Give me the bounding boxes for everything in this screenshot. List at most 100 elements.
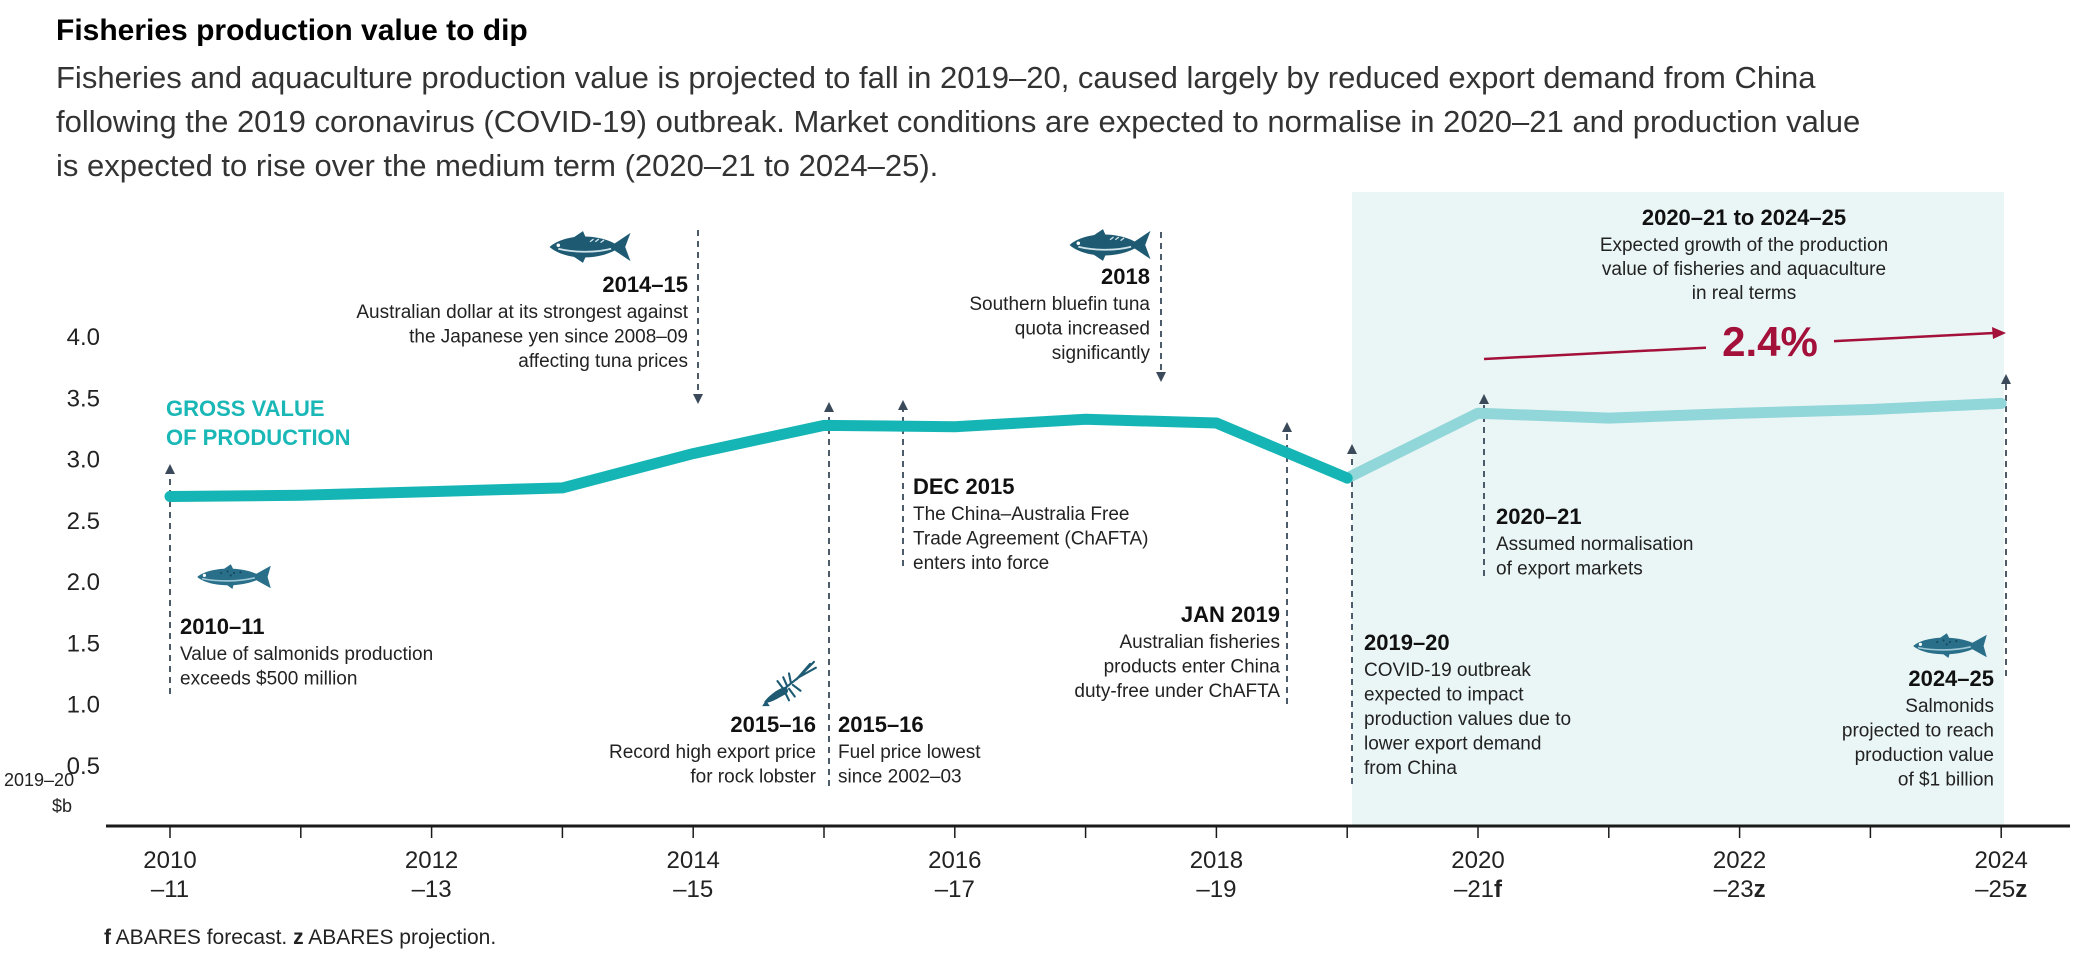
y-axis-unit-line-2: $b (52, 796, 72, 816)
x-axis: 2010–112012–132014–152016–172018–192020–… (106, 824, 2070, 903)
annotation-text: Southern bluefin tuna (969, 294, 1150, 315)
y-tick-label: 1.5 (67, 630, 100, 657)
annotation-text: quota increased (1015, 319, 1150, 340)
x-tick-label-top: 2016 (928, 847, 981, 874)
growth-arrow-head (1992, 327, 2006, 339)
salmon-icon (196, 563, 272, 590)
annotation-a2015lob: 2015–16 Record high export price for rock … (609, 712, 817, 788)
annotation-heading: 2020–21 (1496, 504, 1582, 529)
series-point (1214, 420, 1219, 425)
annotation-text: Australian dollar at its strongest again… (356, 302, 688, 323)
annotation-heading: 2014–15 (602, 272, 688, 297)
series-lines (164, 397, 2007, 502)
series-point (298, 493, 303, 498)
series-point (1476, 411, 1480, 416)
annotation-text: significantly (1052, 343, 1151, 364)
growth-text-2: value of fisheries and aquaculture (1602, 259, 1886, 280)
series-line-actual (164, 413, 1353, 502)
tuna-icon (1068, 228, 1152, 262)
leader-arrowhead (1479, 394, 1489, 404)
annotation-a2020: 2020–21 Assumed normalisation of export ma… (1496, 504, 1693, 580)
x-tick-label-bottom: –21f (1454, 876, 1503, 903)
leader-arrowhead (165, 464, 175, 474)
annotation-heading: JAN 2019 (1181, 602, 1280, 627)
annotation-text: of $1 billion (1898, 770, 1994, 791)
y-tick-label: 3.5 (67, 385, 100, 412)
series-point (1999, 401, 2004, 406)
series-label-line-1: GROSS VALUE (166, 396, 325, 421)
series-point (560, 485, 565, 490)
annotation-text: production values due to (1364, 709, 1571, 730)
annotation-leaders (165, 230, 2011, 786)
annotation-heading: 2024–25 (1908, 666, 1994, 691)
annotation-a2019: 2019–20 COVID-19 outbreak expected to impa… (1364, 630, 1571, 779)
annotation-text: of export markets (1496, 559, 1643, 580)
annotation-heading: DEC 2015 (913, 474, 1015, 499)
annotation-text: enters into force (913, 553, 1049, 574)
footnote-letter-z: z (293, 926, 304, 949)
annotation-a2018: 2018 Southern bluefin tuna quota increased… (969, 264, 1150, 364)
x-tick-label-bottom: –17 (935, 876, 975, 903)
annotation-text: products enter China (1104, 657, 1281, 678)
annotation-a2014: 2014–15 Australian dollar at its stronges… (356, 272, 688, 372)
y-tick-label: 3.0 (67, 447, 100, 474)
growth-value: 2.4% (1722, 318, 1818, 365)
annotation-text: Assumed normalisation (1496, 534, 1693, 555)
annotation-a2024: 2024–25 Salmonids projected to reach produc… (1842, 666, 1994, 791)
x-tick-label-bottom: –15 (673, 876, 713, 903)
series-label-line-2: OF PRODUCTION (166, 425, 351, 450)
x-tick-label-bottom: –23z (1714, 876, 1766, 903)
annotation-adec2015: DEC 2015 The China–Australia Free Trade Ag… (913, 474, 1148, 574)
x-tick-label-top: 2020 (1451, 847, 1504, 874)
series-point (1606, 416, 1611, 421)
x-tick-label-bottom: –19 (1196, 876, 1236, 903)
x-tick-label-top: 2014 (667, 847, 720, 874)
series-point (168, 494, 172, 499)
growth-text-1: Expected growth of the production (1600, 235, 1888, 256)
y-tick-label: 2.0 (67, 569, 100, 596)
annotation-text: Salmonids (1905, 696, 1994, 717)
annotation-heading: 2010–11 (180, 614, 264, 639)
series-point (1345, 476, 1350, 481)
leader-arrowhead (2001, 374, 2011, 384)
annotation-text: exceeds $500 million (180, 669, 357, 690)
subtitle-line-2: following the 2019 coronavirus (COVID-19… (56, 104, 1860, 139)
annotation-a2010: 2010–11 Value of salmonids production exce… (180, 614, 433, 690)
series-point (1083, 417, 1088, 422)
annotation-ajan2019: JAN 2019 Australian fisheries products ent… (1074, 602, 1280, 702)
y-tick-label: 1.0 (67, 692, 100, 719)
leader-arrowhead (1347, 444, 1357, 454)
annotation-heading: 2015–16 (730, 712, 816, 737)
y-axis-unit-line-1: 2019–20 (4, 770, 74, 790)
y-tick-label: 4.0 (67, 324, 100, 351)
annotation-text: production value (1855, 745, 1994, 766)
x-tick-label-bottom: –13 (412, 876, 452, 903)
annotation-text: from China (1364, 758, 1457, 779)
y-tick-label: 0.5 (67, 753, 100, 780)
x-tick-label-top: 2010 (143, 847, 196, 874)
x-tick-label-bottom: –11 (151, 876, 189, 903)
x-tick-label-top: 2024 (1975, 847, 2028, 874)
annotation-text: Trade Agreement (ChAFTA) (913, 529, 1148, 550)
growth-text-3: in real terms (1692, 283, 1797, 304)
annotation-text: Value of salmonids production (180, 644, 433, 665)
footnote-text-z: ABARES projection. (304, 926, 497, 949)
footnote: f ABARES forecast. z ABARES projection. (104, 926, 496, 949)
growth-heading: 2020–21 to 2024–25 (1642, 205, 1846, 230)
footnote-letter-f: f (104, 926, 112, 949)
annotation-text: projected to reach (1842, 721, 1994, 742)
tuna-icon (548, 230, 632, 264)
leader-arrowhead (898, 400, 908, 410)
series-point (1868, 407, 1873, 412)
chart-title: Fisheries production value to dip (56, 14, 528, 47)
annotation-a2015fuel: 2015–16 Fuel price lowest since 2002–03 (838, 712, 981, 788)
growth-label-bg (1706, 316, 1834, 364)
leader-arrowhead (1156, 372, 1166, 382)
annotation-text: Record high export price (609, 742, 816, 763)
annotation-text: for rock lobster (690, 767, 816, 788)
annotation-text: The China–Australia Free (913, 504, 1130, 525)
annotation-text: since 2002–03 (838, 767, 962, 788)
y-axis-ticks: 0.5 1.0 1.5 2.0 2.5 3.0 3.5 4.0 (67, 324, 100, 780)
series-point (429, 489, 434, 494)
